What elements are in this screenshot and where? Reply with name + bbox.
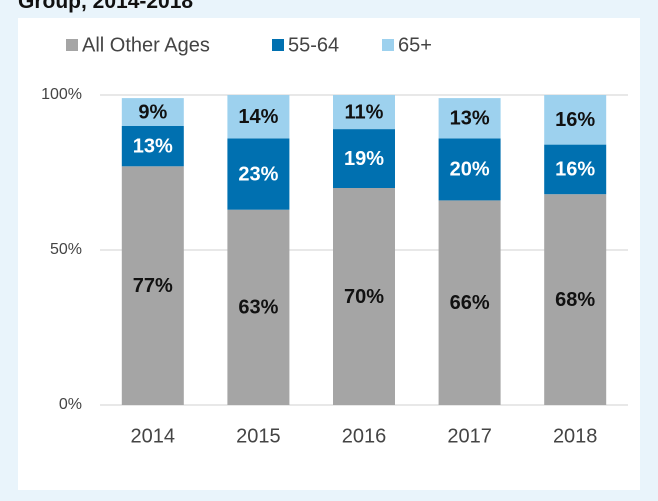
- bar-segment: [227, 138, 290, 210]
- bar-segment: [227, 95, 290, 139]
- data-label: 77%: [133, 275, 173, 297]
- data-label: 19%: [344, 148, 384, 170]
- data-label: 23%: [238, 163, 278, 185]
- bar-segment: [544, 144, 607, 195]
- y-tick-label: 100%: [41, 86, 82, 103]
- legend-label: All Other Ages: [82, 34, 210, 56]
- bar-segment: [438, 200, 501, 405]
- plot-background: [18, 18, 640, 490]
- bar-segment: [438, 138, 501, 201]
- data-label: 16%: [555, 109, 595, 131]
- legend-label: 65+: [398, 34, 432, 56]
- data-label: 9%: [138, 101, 167, 123]
- data-label: 70%: [344, 286, 384, 308]
- x-tick-label: 2017: [447, 425, 492, 447]
- legend-swatch: [382, 39, 394, 51]
- bar-segment: [227, 209, 290, 405]
- data-label: 11%: [345, 101, 384, 123]
- data-label: 16%: [555, 159, 595, 181]
- data-label: 14%: [238, 106, 278, 128]
- x-tick-label: 2016: [342, 425, 387, 447]
- legend-label: 55-64: [288, 34, 339, 56]
- bar-segment: [438, 98, 501, 139]
- chart-title: Group, 2014-2018: [18, 0, 193, 13]
- y-tick-label: 50%: [50, 241, 82, 258]
- data-label: 66%: [450, 292, 490, 314]
- data-label: 63%: [238, 297, 278, 319]
- bar-segment: [544, 95, 607, 145]
- data-label: 68%: [555, 289, 595, 311]
- legend-swatch: [66, 39, 78, 51]
- data-label: 13%: [133, 135, 173, 157]
- bar-segment: [333, 129, 395, 188]
- y-tick-label: 0%: [59, 396, 82, 413]
- bar-segment: [121, 126, 184, 167]
- x-tick-label: 2018: [553, 425, 598, 447]
- x-tick-label: 2014: [131, 425, 176, 447]
- legend-swatch: [272, 39, 284, 51]
- bar-segment: [121, 98, 184, 126]
- data-label: 20%: [450, 159, 490, 181]
- bar-segment: [544, 194, 607, 405]
- data-label: 13%: [450, 108, 490, 130]
- bar-segment: [333, 188, 395, 405]
- bar-segment: [121, 166, 184, 405]
- x-tick-label: 2015: [236, 425, 281, 447]
- bar-segment: [333, 95, 395, 130]
